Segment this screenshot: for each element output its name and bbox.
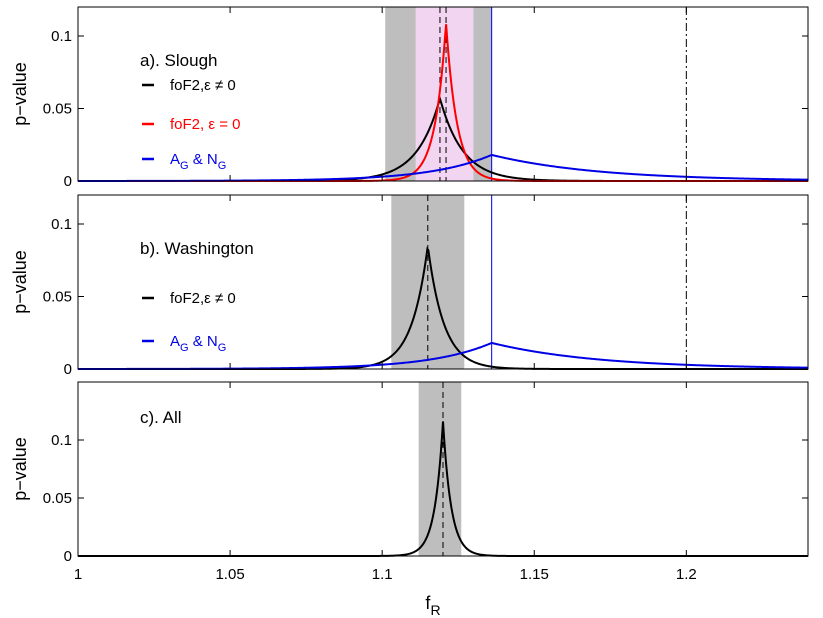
panel-2-ytick-label-3: 0.1 [51, 216, 72, 233]
panel-1-legend-label-1: foF2,ε ≠ 0 [170, 77, 236, 94]
panel-1-ytick-label-3: 0.1 [51, 28, 72, 45]
panel-3-frame [77, 381, 809, 557]
x-axis-title-sub: R [430, 602, 440, 618]
panel-2-legend-label-2: AG & NG [170, 333, 226, 354]
panel-3-ytick-label-3: 0.1 [51, 432, 72, 449]
x-axis-tick-labels: 1 1.05 1.1 1.15 1.2 [74, 566, 697, 583]
x-tick-label-5: 1.2 [676, 566, 697, 583]
panel-3-ytick-label-1: 0 [64, 548, 72, 565]
panel-2-ytick-label-1: 0 [64, 361, 72, 378]
panel-1-frame [77, 6, 809, 182]
x-axis-title-main: f [425, 593, 431, 613]
panel-2-label: b). Washington [140, 239, 254, 258]
panel-1-legend-label-2: foF2, ε = 0 [170, 116, 240, 133]
x-tick-label-1: 1 [74, 566, 82, 583]
x-tick-label-2: 1.05 [215, 566, 244, 583]
x-tick-label-3: 1.1 [372, 566, 393, 583]
panel-1-label: a). Slough [140, 51, 218, 70]
panel-2-legend-label-2-sub-a: G [180, 342, 189, 354]
panel-2-legend-label-2-part-b: & N [189, 333, 218, 350]
panel-3-y-axis-title: p−value [10, 437, 30, 501]
panel-1: 0 0.05 0.1 p−value a). Slough foF2,ε ≠ 0 foF2,… [10, 6, 809, 190]
panel-2-ytick-label-2: 0.05 [43, 289, 72, 306]
panel-3-label: c). All [140, 408, 182, 427]
panel-1-legend-label-3-sub-b: G [218, 160, 227, 172]
x-tick-label-4: 1.15 [520, 566, 549, 583]
panel-2-legend-label-1: foF2,ε ≠ 0 [170, 290, 236, 307]
panel-1-legend-label-3-part-a: A [170, 151, 180, 168]
panel-1-legend-label-3-sub-a: G [180, 160, 189, 172]
panels: 0 0.05 0.1 p−value a). Slough foF2,ε ≠ 0 foF2,… [10, 6, 809, 565]
panel-1-legend-label-3: AG & NG [170, 151, 226, 172]
panel-2-legend-label-2-part-a: A [170, 333, 180, 350]
panel-3-ytick-label-2: 0.05 [43, 490, 72, 507]
panel-2-legend-label-2-sub-b: G [218, 342, 227, 354]
x-axis-title: fR [425, 593, 440, 618]
panel-2-y-axis-title: p−value [10, 250, 30, 314]
panel-2-frame [77, 194, 809, 370]
panel-3: 0 0.05 0.1 p−value c). All [10, 381, 809, 565]
panel-2: 0 0.05 0.1 p−value b). Washington foF2,ε ≠ 0 A… [10, 194, 809, 378]
panel-1-y-axis-title: p−value [10, 62, 30, 126]
panel-1-ytick-label-1: 0 [64, 173, 72, 190]
panel-1-legend-label-3-part-b: & N [189, 151, 218, 168]
panel-1-ytick-label-2: 0.05 [43, 101, 72, 118]
